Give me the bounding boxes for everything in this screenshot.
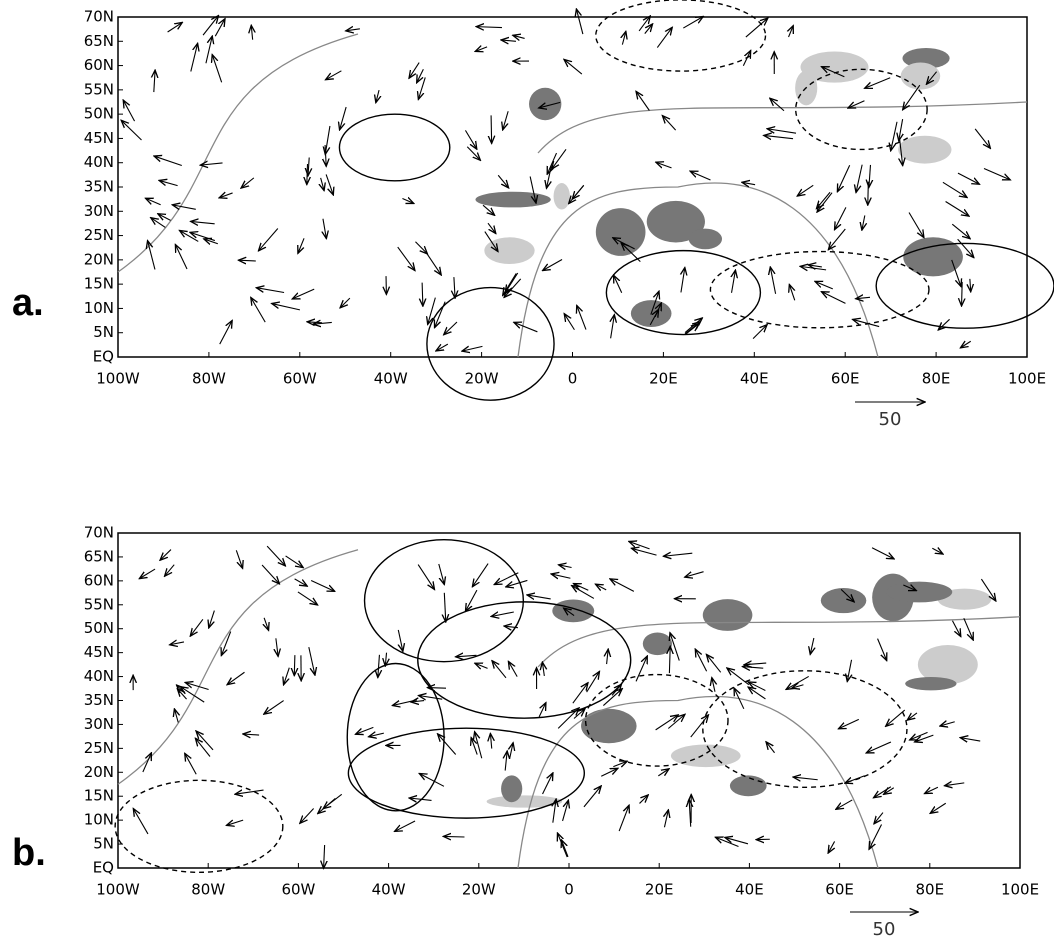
lat-label: 50N [84, 105, 114, 123]
lat-label: 60N [84, 56, 114, 74]
lat-label: 70N [84, 8, 114, 26]
shaded-region [898, 136, 951, 164]
shaded-region [487, 795, 563, 807]
shaded-region [703, 599, 753, 631]
lat-label: 50N [84, 619, 114, 637]
lon-label: 80E [916, 881, 945, 899]
lon-label: 20W [462, 881, 496, 899]
lon-label: 60E [825, 881, 854, 899]
wind-vector [962, 282, 963, 306]
map-frame [118, 17, 1027, 357]
lat-label: 15N [84, 275, 114, 293]
lon-label: 60W [281, 881, 315, 899]
wind-vector [307, 164, 308, 185]
wind-vector [427, 688, 446, 689]
panel-label: b. [12, 832, 46, 874]
lat-label: 10N [84, 811, 114, 829]
lon-label: 0 [568, 370, 578, 388]
lat-label: 30N [84, 202, 114, 220]
lat-label: 70N [84, 524, 114, 542]
shaded-region [554, 183, 570, 209]
lat-label: 30N [84, 715, 114, 733]
lon-label: 20W [465, 370, 499, 388]
lat-label: 35N [84, 691, 114, 709]
lat-label: 65N [84, 547, 114, 565]
lon-label: 40W [374, 370, 408, 388]
lat-label: 40N [84, 667, 114, 685]
wind-vector [491, 115, 492, 143]
lon-label: 60W [283, 370, 317, 388]
shaded-region [552, 599, 594, 622]
lon-label: 0 [564, 881, 574, 899]
lon-label: 40W [372, 881, 406, 899]
lon-label: 40E [740, 370, 769, 388]
lon-label: 80W [192, 370, 226, 388]
lat-label: 55N [84, 595, 114, 613]
panel-label: a. [12, 282, 44, 324]
lat-label: 20N [84, 250, 114, 268]
map-panel [118, 0, 1054, 400]
wind-vector [868, 182, 869, 205]
lon-label: 60E [831, 370, 860, 388]
shaded-region [689, 229, 722, 250]
shaded-region [475, 192, 550, 208]
lon-label: 100W [96, 881, 140, 899]
lon-label: 100W [96, 370, 140, 388]
map-panel [115, 533, 1020, 872]
lon-label: 20E [649, 370, 678, 388]
lat-label: 5N [93, 835, 114, 853]
lat-label: 5N [93, 323, 114, 341]
lat-label: 35N [84, 178, 114, 196]
lat-label: 45N [84, 643, 114, 661]
lon-label: 80E [922, 370, 951, 388]
shaded-region [800, 51, 868, 82]
shaded-region [501, 775, 522, 802]
lon-label: 20E [645, 881, 674, 899]
wind-vector [294, 655, 295, 675]
lon-label: 80W [191, 881, 225, 899]
lat-label: 15N [84, 787, 114, 805]
shaded-region [901, 63, 941, 90]
wind-vector [443, 836, 464, 837]
lon-label: 100E [1001, 881, 1039, 899]
wind-vector [422, 283, 423, 307]
reference-vector-label: 50 [879, 409, 902, 430]
lat-label: 65N [84, 32, 114, 50]
shaded-region [596, 208, 646, 256]
shaded-region [529, 88, 561, 120]
shaded-region [581, 709, 637, 743]
lat-label: 40N [84, 153, 114, 171]
shaded-region [905, 677, 956, 690]
lat-label: EQ [93, 348, 114, 366]
lat-label: 45N [84, 129, 114, 147]
lat-label: 20N [84, 763, 114, 781]
lon-label: 100E [1008, 370, 1046, 388]
lat-label: 10N [84, 299, 114, 317]
lat-label: 25N [84, 739, 114, 757]
reference-vector-label: 50 [873, 919, 896, 940]
shaded-region [730, 775, 767, 796]
lat-label: 25N [84, 226, 114, 244]
shaded-region [886, 582, 952, 603]
lat-label: 60N [84, 571, 114, 589]
lon-label: 40E [735, 881, 764, 899]
shaded-region [643, 632, 672, 655]
lat-label: 55N [84, 80, 114, 98]
shaded-region [671, 745, 741, 768]
lat-label: EQ [93, 859, 114, 877]
